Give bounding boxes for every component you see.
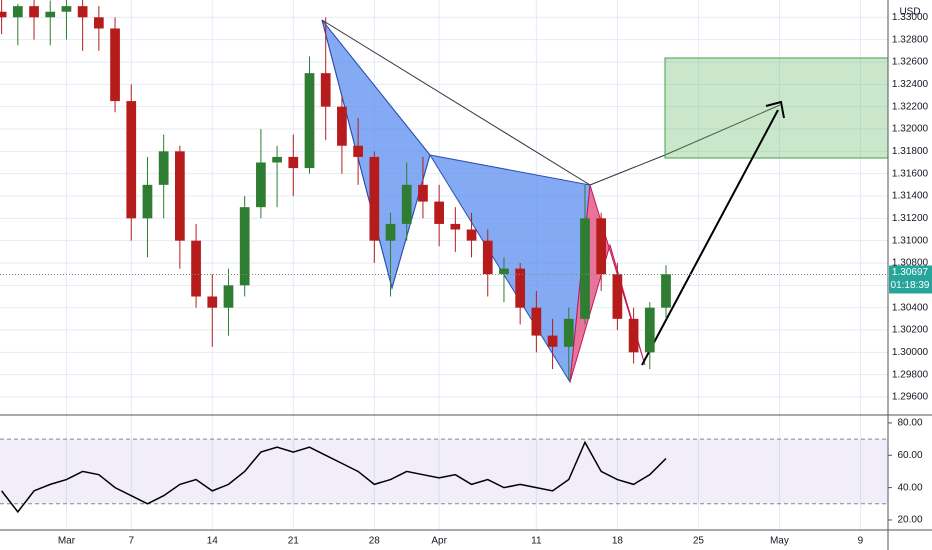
candle-body [239,207,250,286]
y-tick-label: 1.31200 [892,213,929,224]
candle-body [77,6,88,18]
y-tick-label: 60.00 [897,450,922,461]
y-tick-label: 1.31600 [892,168,929,179]
pattern-line [321,19,591,186]
target-zone [664,57,889,159]
candle-body [385,223,396,241]
x-tick-label: May [770,536,789,547]
currency-label: USD [899,7,920,18]
y-tick-label: 1.30800 [892,258,929,269]
candle-body [158,151,169,185]
candle-body [175,151,185,241]
x-tick-label: Mar [58,536,76,547]
last-price-tag [889,265,932,294]
candle-body [0,11,7,18]
y-tick-label: 1.29800 [892,369,929,380]
axes: Mar 7 14 21 28 Apr 11 18 25 May 9 1.29600 1.29800 1.3… [58,12,932,547]
candle-body [12,6,23,18]
rsi-band [0,439,888,504]
x-tick-label: Apr [431,536,447,547]
candle-body [418,184,428,202]
x-tick-label: 21 [288,536,300,547]
y-tick-label: 80.00 [897,418,922,429]
candle-body [304,73,315,169]
candle-body [353,145,363,157]
candle-body [515,268,526,308]
candle-body [288,156,299,169]
countdown-label: 01:18:39 [891,280,930,291]
pattern-line [664,104,781,156]
y-tick-label: 1.30000 [892,347,929,358]
y-tick-label: 1.32200 [892,101,929,112]
x-tick-label: 9 [858,536,864,547]
y-tick-label: 1.30400 [892,302,929,313]
x-tick-label: 7 [128,536,134,547]
candle-body [499,268,509,275]
pattern-line [589,154,666,186]
candle-body [45,11,56,18]
y-tick-label: 1.32000 [892,124,929,135]
candle-body [61,6,72,12]
candle-body [207,296,218,308]
candle-body [531,307,542,336]
candle-body [434,201,444,224]
candle-body [661,274,671,308]
y-tick-label: 1.31800 [892,146,929,157]
candle-body [596,218,607,275]
last-price-label: 1.30697 [892,267,929,278]
candle-body [142,184,153,219]
candle-body [93,17,104,29]
ratio-label: 0.932 [594,371,617,381]
candle-body [110,28,120,102]
y-tick-label: 1.32600 [892,57,929,68]
rsi-line [1,440,667,514]
candle-body [369,156,380,241]
candle-body [547,335,558,347]
candle-body [320,73,331,107]
y-tick-label: 20.00 [897,515,922,526]
candle-body [337,106,347,146]
x-tick-label: 14 [207,536,219,547]
candle-body [450,223,461,230]
rsi-pane [0,438,888,514]
candle-body [628,318,639,353]
candle-body [223,285,234,308]
candle-body [612,274,623,319]
candle-body [644,307,655,353]
y-tick-label: 1.31000 [892,235,929,246]
ratio-label: 1.681 [469,331,492,341]
candle-body [580,218,590,319]
y-tick-label: 1.31400 [892,191,929,202]
candle-body [401,184,412,224]
candle-body [466,229,477,241]
arrow-head [765,100,785,119]
candle-body [272,156,282,163]
x-tick-label: 25 [693,536,705,547]
y-tick-label: 1.29600 [892,392,929,403]
y-tick-label: 1.32800 [892,34,929,45]
y-tick-label: 1.30200 [892,325,929,336]
x-tick-label: 11 [531,536,542,547]
candle-body [191,240,201,297]
candle-body [126,101,137,219]
candle-body [563,318,574,347]
candle-body [256,162,266,208]
y-tick-label: 1.32400 [892,79,929,90]
x-tick-label: 28 [369,536,381,547]
candle-body [29,6,39,18]
y-tick-label: 40.00 [897,482,922,493]
y-tick-label: 1.33000 [892,12,929,23]
projection-arrow [641,109,779,366]
candle-body [482,240,493,275]
candles [0,0,888,381]
x-tick-label: 18 [612,536,624,547]
